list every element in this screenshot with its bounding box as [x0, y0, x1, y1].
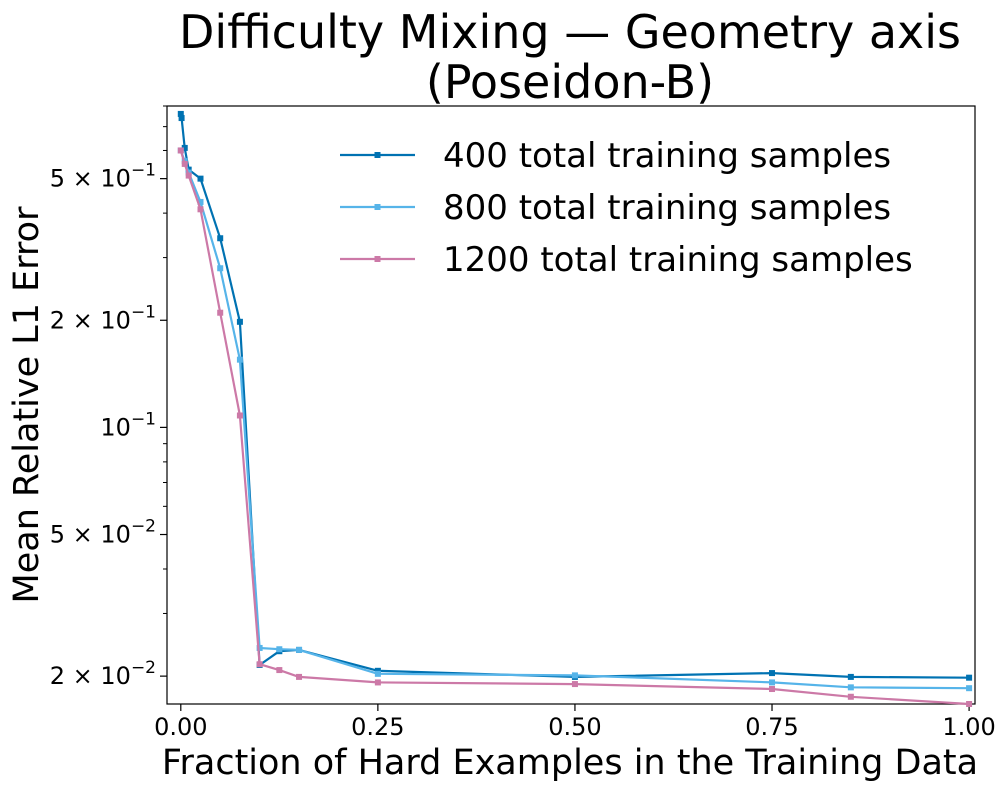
series-1-point [256, 644, 263, 651]
series-1-point [296, 646, 303, 653]
series-0-point [177, 110, 184, 117]
series-0-point [769, 670, 776, 677]
plot-area [166, 105, 976, 705]
series-1-point [966, 685, 973, 692]
series-2-point [181, 160, 188, 167]
x-tick-label: 0.00 [154, 713, 207, 741]
series-0-point [217, 235, 224, 242]
series-2-point [197, 206, 204, 213]
series-1-point [847, 684, 854, 691]
series-1-point [197, 198, 204, 205]
series-0-point [236, 318, 243, 325]
series-2-point [236, 412, 243, 419]
y-tick-label: 10−1 [100, 409, 156, 441]
x-axis-ticks: 0.00 0.25 0.50 0.75 1.00 [154, 704, 996, 741]
legend-label: 400 total training samples [443, 136, 891, 176]
series-1-point [374, 670, 381, 677]
series-2-point [571, 681, 578, 688]
x-tick-label: 0.75 [745, 713, 798, 741]
legend-marker [374, 256, 381, 262]
legend-label: 1200 total training samples [443, 240, 913, 280]
series-2-point [966, 701, 973, 707]
series-0-point [181, 144, 188, 151]
series-0-point [178, 115, 185, 122]
series-2-point [296, 673, 303, 680]
legend-marker [374, 204, 381, 210]
x-tick-label: 0.25 [351, 713, 404, 741]
series-1-point [276, 646, 283, 653]
y-tick-label: 2 × 10−1 [50, 302, 156, 334]
series-layer [177, 110, 973, 707]
series-2-point [847, 693, 854, 700]
series-line-2 [179, 150, 970, 706]
series-2-point [374, 679, 381, 686]
series-1-point [571, 672, 578, 679]
series-0-point [197, 175, 204, 182]
series-0-point [966, 674, 973, 681]
series-2-point [217, 309, 224, 316]
x-tick-label: 0.50 [548, 713, 601, 741]
legend-label: 800 total training samples [443, 188, 891, 228]
chart-title-line2: (Poseidon-B) [426, 55, 714, 109]
y-axis-ticks: 5 × 10−1 2 × 10−1 10−1 5 × 10−2 2 × 10−2 [50, 105, 167, 690]
y-tick-label: 2 × 10−2 [50, 658, 156, 690]
series-2-point [769, 686, 776, 693]
legend: 400 total training samples 800 total trai… [340, 136, 913, 280]
series-2-point [256, 661, 263, 668]
chart-title-line1: Difficulty Mixing — Geometry axis [179, 5, 961, 59]
y-axis-label: Mean Relative L1 Error [7, 206, 47, 604]
series-2-point [177, 147, 184, 154]
series-1-point [769, 679, 776, 686]
series-2-point [185, 172, 192, 179]
y-tick-label: 5 × 10−2 [50, 517, 156, 549]
series-1-point [217, 265, 224, 272]
series-1-point [236, 356, 243, 363]
legend-marker [374, 152, 381, 158]
series-2-point [276, 667, 283, 674]
x-tick-label: 1.00 [942, 713, 995, 741]
series-0-point [847, 673, 854, 680]
series-0-point [374, 667, 381, 674]
y-tick-label: 5 × 10−1 [50, 161, 156, 193]
x-axis-label: Fraction of Hard Examples in the Trainin… [162, 743, 978, 783]
